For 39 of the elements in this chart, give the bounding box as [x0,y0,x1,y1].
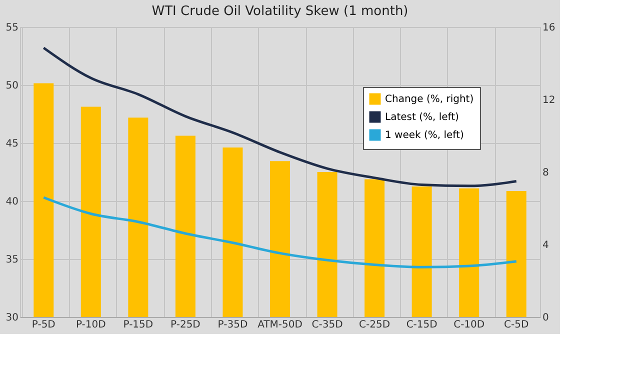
bar [412,186,432,317]
legend-label: 1 week (%, left) [385,130,464,141]
bar [80,106,101,317]
x-tick-label: P-10D [76,320,106,330]
y-tick-label: 35 [6,254,18,266]
x-tick-label: C-5D [504,320,529,330]
bar [270,161,290,317]
line-series [42,46,518,188]
x-tick-label: ATM-50D [258,320,303,330]
y2-tick-label: 16 [542,22,556,34]
y2-tick-label: 4 [542,240,549,251]
bar [34,83,54,317]
x-tick-label: P-35D [218,320,248,330]
bar [317,172,338,317]
line-series [42,196,518,268]
bar [364,179,385,317]
y-tick-label: 55 [6,22,18,34]
y-tick-label: 45 [6,138,18,150]
x-tick-label: P-15D [123,320,154,330]
y2-tick-label: 8 [542,168,549,178]
bar [175,136,196,317]
bar [222,148,243,317]
y-tick-label: 40 [6,196,18,208]
y2-tick-label: 0 [542,312,549,324]
x-tick-label: C-10D [454,320,485,330]
x-tick-label: C-35D [312,320,344,330]
chart-title: WTI Crude Oil Volatility Skew (1 month) [152,4,408,19]
x-tick-label: P-5D [32,320,56,330]
bar [128,118,148,317]
legend-label: Latest (%, left) [385,112,460,123]
y2-tick-label: 12 [542,95,556,106]
x-tick-label: C-25D [359,320,390,330]
bar [459,188,480,317]
x-tick-label: C-15D [406,320,438,330]
y-tick-label: 50 [6,80,18,92]
bar [506,191,526,317]
y-tick-label: 30 [6,312,18,324]
x-tick-label: P-25D [170,320,201,330]
legend-label: Change (%, right) [385,94,474,105]
